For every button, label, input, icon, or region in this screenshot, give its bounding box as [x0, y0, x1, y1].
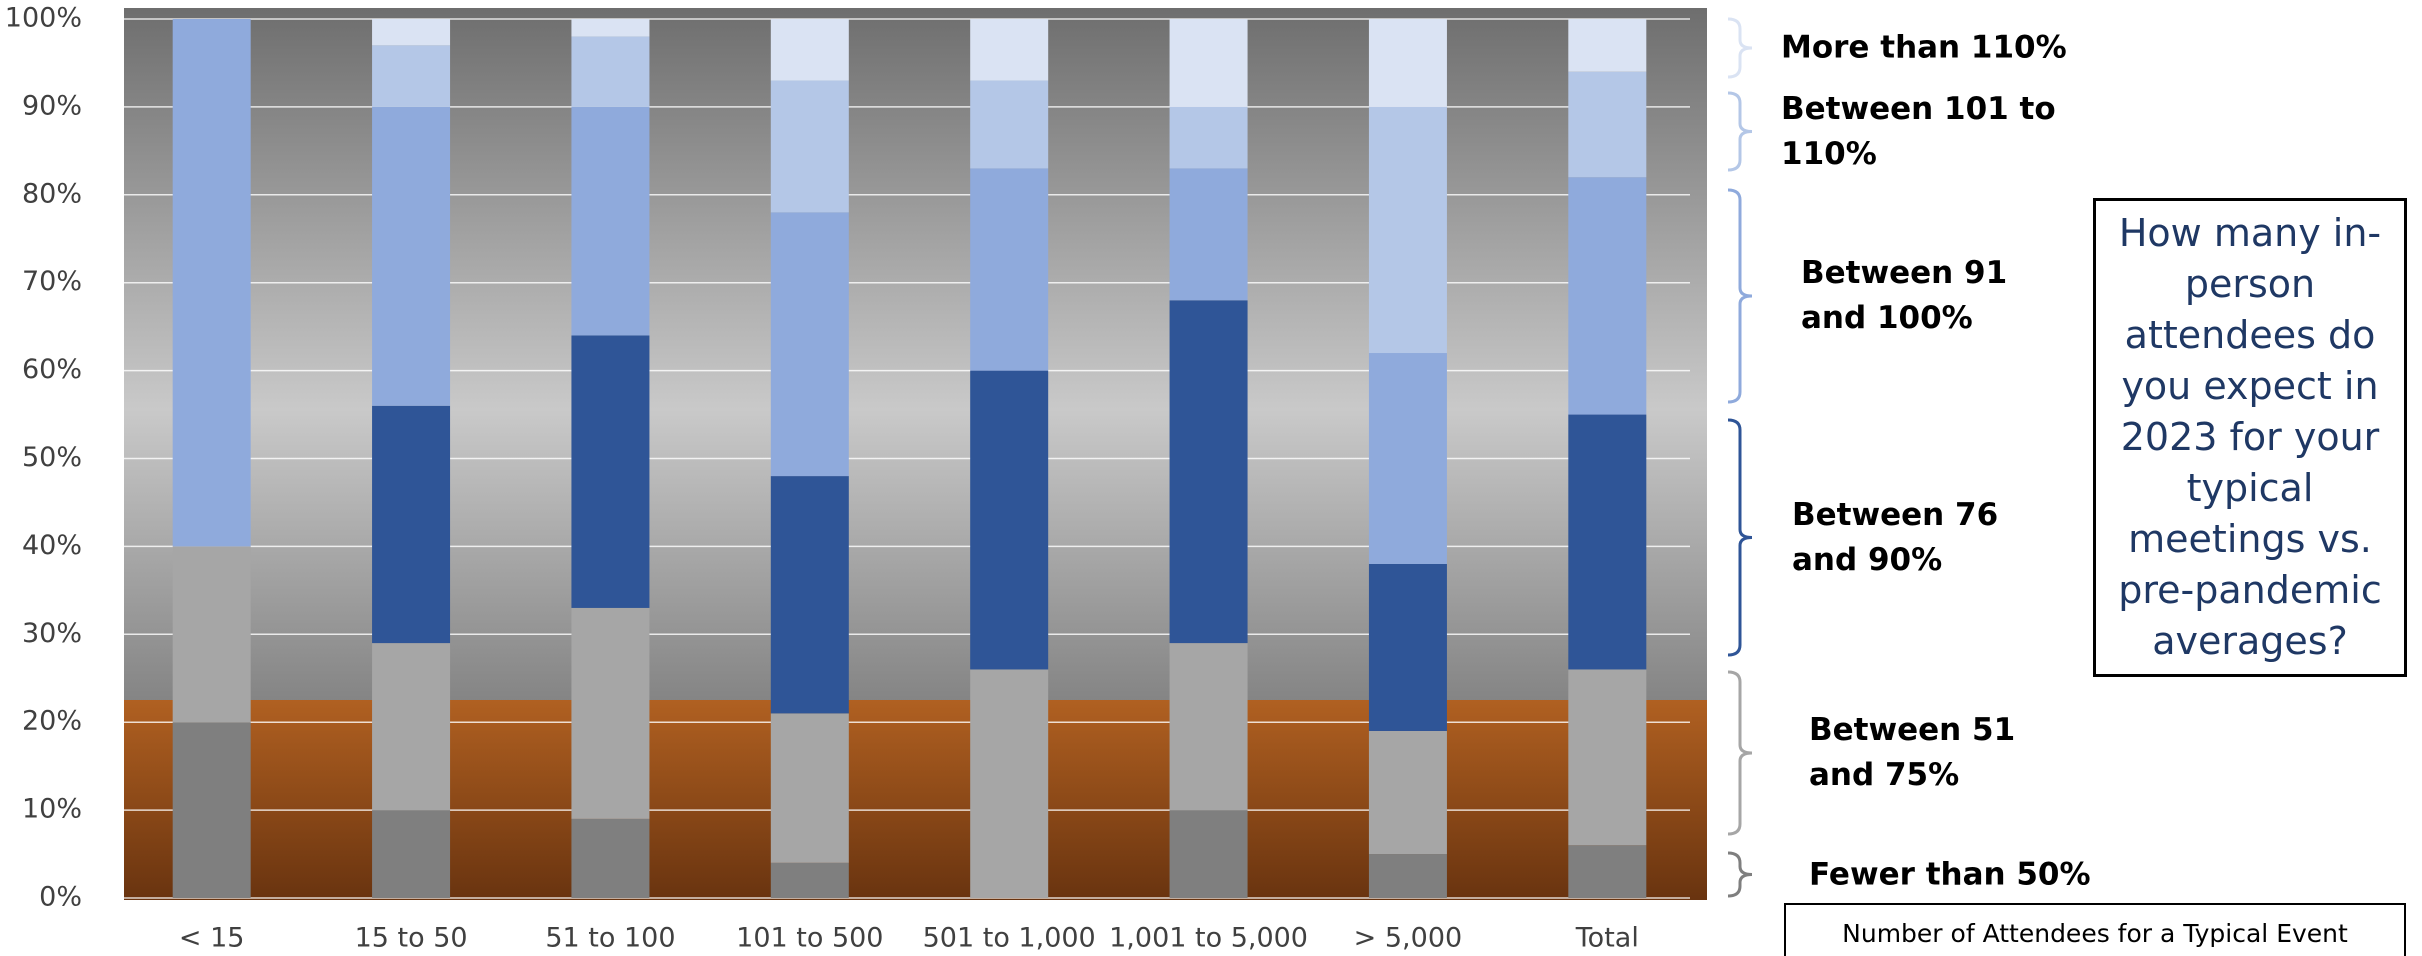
y-tick-label: 10% — [22, 794, 82, 825]
y-tick-label: 0% — [39, 882, 82, 913]
bar-segment — [372, 45, 451, 107]
legend-label: More than 110% — [1781, 29, 2067, 66]
y-tick-label: 30% — [22, 618, 82, 649]
bar-segment — [1568, 669, 1647, 846]
bar-segment — [1368, 854, 1447, 898]
legend-label: Between 101 to 110% — [1781, 90, 2056, 172]
bar-segment — [1368, 106, 1447, 354]
y-tick-label: 60% — [22, 354, 82, 385]
bar-segment — [172, 546, 251, 723]
bar-segment — [372, 106, 451, 406]
legend-brace — [1727, 851, 1753, 898]
x-tick-label: 1,001 to 5,000 — [1109, 923, 1308, 954]
background-photo-band — [124, 700, 1707, 900]
bar-segment — [770, 80, 849, 213]
bar-segment — [1568, 177, 1647, 415]
bar-segment — [1169, 168, 1248, 301]
y-tick-label: 80% — [22, 178, 82, 209]
legend-label: Between 91 and 100% — [1801, 255, 2008, 336]
legend-label: Between 51 and 75% — [1809, 712, 2016, 793]
bar-segment — [571, 106, 650, 336]
x-tick-label: 15 to 50 — [355, 923, 468, 954]
bar-segment — [172, 19, 251, 547]
bar-segment — [571, 36, 650, 107]
bar-segment — [1368, 563, 1447, 731]
bar-segment — [571, 818, 650, 898]
legend-brace — [1727, 188, 1753, 404]
bar-segment — [1169, 300, 1248, 644]
bar-segment — [1368, 353, 1447, 564]
bar-segment — [770, 19, 849, 81]
bar-segment — [770, 476, 849, 714]
bar-segment — [1568, 845, 1647, 898]
x-tick-label: 51 to 100 — [545, 923, 675, 954]
legend-label: Fewer than 50% — [1809, 856, 2091, 892]
x-tick-label: 101 to 500 — [736, 923, 883, 954]
bar-segment — [1169, 106, 1248, 169]
legend-brace — [1727, 418, 1753, 657]
bar-segment — [770, 713, 849, 863]
y-tick-label: 40% — [22, 530, 82, 561]
bar-segment — [372, 643, 451, 811]
bar-segment — [372, 405, 451, 644]
bar-segment — [770, 862, 849, 898]
legend-label: Between 76 and 90% — [1792, 496, 1999, 578]
y-tick-label: 70% — [22, 266, 82, 297]
bar-segment — [1169, 810, 1248, 898]
legend-brace — [1727, 670, 1753, 836]
bar-segment — [970, 370, 1049, 670]
question-box: How many in-person attendees do you expe… — [2093, 198, 2407, 677]
x-tick-label: 501 to 1,000 — [923, 923, 1096, 954]
bar-segment — [172, 722, 251, 898]
bar-segment — [970, 80, 1049, 169]
bar-segment — [1568, 414, 1647, 670]
bar-segment — [970, 168, 1049, 371]
bar-segment — [770, 212, 849, 477]
y-tick-label: 50% — [22, 442, 82, 473]
bar-segment — [1169, 19, 1248, 107]
bar-segment — [1368, 19, 1447, 107]
y-tick-label: 20% — [22, 706, 82, 737]
bar-segment — [970, 19, 1049, 81]
bar-segment — [372, 19, 451, 46]
legend-brace — [1727, 17, 1753, 79]
x-tick-label: Total — [1575, 923, 1639, 954]
bar-segment — [970, 669, 1049, 898]
bar-segment — [1169, 643, 1248, 811]
x-axis-label: Number of Attendees for a Typical Event — [1784, 903, 2406, 956]
bar-segment — [571, 335, 650, 608]
legend-brace — [1727, 91, 1753, 172]
y-tick-label: 90% — [22, 90, 82, 121]
bar-segment — [1568, 19, 1647, 72]
bar-segment — [571, 607, 650, 819]
x-tick-label: < 15 — [179, 923, 245, 954]
bar-segment — [1368, 730, 1447, 855]
bar-segment — [372, 810, 451, 898]
bar-segment — [571, 19, 650, 37]
y-tick-label: 100% — [5, 3, 82, 34]
bar-segment — [1568, 71, 1647, 178]
x-tick-label: > 5,000 — [1354, 923, 1463, 954]
